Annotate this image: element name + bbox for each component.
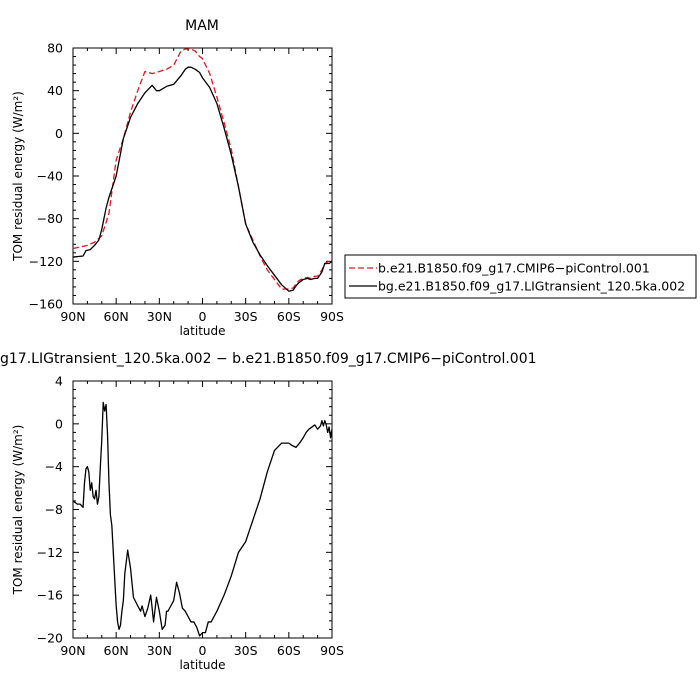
x-tick-label: 60S (277, 309, 301, 324)
y-tick-label: −8 (45, 502, 63, 517)
x-tick-label: 30S (234, 643, 258, 658)
series-line-0 (72, 401, 333, 637)
y-tick-label: −12 (37, 545, 63, 560)
y-tick-label: 0 (55, 416, 63, 431)
chart-title: bg.e21.B1850.f09_g17.LIGtransient_120.5k… (0, 351, 537, 367)
x-tick-label: 60N (104, 309, 129, 324)
x-tick-label: 90S (320, 309, 344, 324)
y-tick-label: 40 (47, 83, 63, 98)
y-axis-label: TOM residual energy (W/m²) (11, 91, 25, 262)
chart-title: MAM (185, 18, 219, 34)
y-tick-label: −160 (29, 297, 63, 312)
x-tick-label: 30N (147, 309, 172, 324)
y-tick-label: −4 (45, 459, 63, 474)
x-tick-label: 90S (320, 643, 344, 658)
y-tick-label: −120 (29, 254, 63, 269)
x-tick-label: 90N (60, 643, 85, 658)
series-line-1 (72, 66, 333, 292)
legend-box (344, 254, 697, 299)
y-tick-label: −80 (37, 211, 63, 226)
series-line-0 (72, 48, 332, 290)
top-panel: 90N 60N 30N 0 30S 60S 90S 80 40 0 −40 −80 −120 −160 la… (11, 18, 697, 338)
y-tick-label: 4 (55, 374, 63, 389)
y-tick-label: −16 (37, 588, 63, 603)
plot-frame (72, 47, 333, 305)
y-tick-label: −40 (37, 169, 63, 184)
y-axis-label: TOM residual energy (W/m²) (11, 425, 25, 596)
x-axis-label: latitude (179, 658, 225, 672)
x-tick-label: 0 (199, 643, 207, 658)
x-axis-label: latitude (179, 324, 225, 338)
x-tick-label: 0 (199, 309, 207, 324)
y-tick-label: 0 (55, 126, 63, 141)
plot-frame (72, 380, 333, 639)
x-tick-label: 30N (147, 643, 172, 658)
bottom-panel: 90N 60N 30N 0 30S 60S 90S 4 0 −4 −8 −12 −16 −20 latitu… (0, 351, 537, 672)
legend-label: b.e21.B1850.f09_g17.CMIP6−piControl.001 (378, 261, 650, 276)
x-tick-label: 60N (104, 643, 129, 658)
y-tick-label: −20 (37, 631, 63, 646)
legend-label: bg.e21.B1850.f09_g17.LIGtransient_120.5k… (378, 279, 685, 294)
x-tick-label: 60S (277, 643, 301, 658)
x-tick-label: 90N (60, 309, 85, 324)
x-tick-label: 30S (234, 309, 258, 324)
y-tick-label: 80 (47, 41, 63, 56)
